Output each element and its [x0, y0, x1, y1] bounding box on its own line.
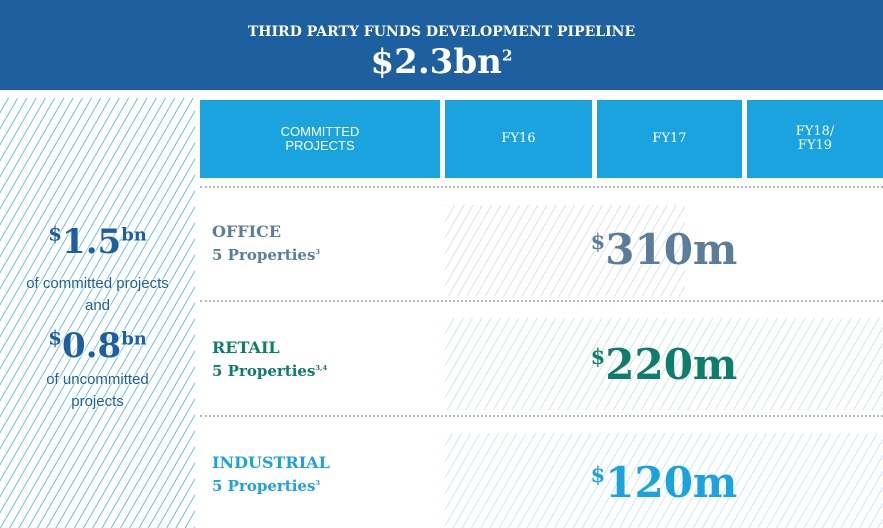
row-detail: 5 Properties3 [212, 477, 320, 495]
column-header: FY16 [445, 100, 592, 178]
column-label: FY17 [652, 131, 687, 146]
currency: $ [48, 221, 63, 246]
row-sector: INDUSTRIAL [212, 453, 330, 472]
row-detail: 5 Properties3,4 [212, 362, 327, 380]
header: THIRD PARTY FUNDS DEVELOPMENT PIPELINE $… [0, 0, 883, 90]
row-value: $310m [445, 225, 883, 274]
footnote: 2 [501, 46, 513, 65]
footnote: 3 [315, 248, 321, 256]
currency: $ [590, 229, 606, 254]
value: 310m [605, 225, 738, 274]
column-header: FY17 [597, 100, 742, 178]
row-detail: 5 Properties3 [212, 246, 320, 264]
retail-span [445, 318, 883, 410]
column-label: COMMITTED PROJECTS [280, 124, 360, 153]
column-label: FY18/ FY19 [795, 124, 835, 153]
detail-text: 5 Properties [212, 477, 316, 495]
divider [200, 415, 883, 417]
total: $2.3bn [370, 42, 502, 82]
industrial-span [445, 433, 883, 528]
summary-caption: of committed projects [26, 275, 169, 292]
currency: $ [590, 462, 606, 487]
header-total: $2.3bn2 [0, 42, 883, 82]
header-title: THIRD PARTY FUNDS DEVELOPMENT PIPELINE [247, 24, 636, 40]
summary-hatch [0, 98, 195, 528]
office-span [445, 205, 685, 297]
row-sector: RETAIL [212, 338, 280, 357]
column-label: FY16 [501, 131, 536, 146]
row-value: $120m [445, 458, 883, 507]
footnote: 3 [315, 479, 321, 487]
footnote: 3,4 [315, 364, 328, 372]
amount: 1.5 [62, 222, 122, 262]
column-header: COMMITTED PROJECTS [200, 100, 440, 178]
currency: $ [48, 325, 63, 350]
divider [200, 300, 883, 302]
unit: bn [121, 224, 147, 246]
summary-caption: of uncommitted projects [46, 371, 149, 410]
divider [200, 186, 883, 188]
row-value: $220m [445, 340, 883, 389]
value: 220m [605, 340, 738, 389]
row-sector: OFFICE [212, 222, 282, 241]
amount: 0.8 [62, 326, 122, 366]
summary-connector: and [84, 297, 111, 314]
detail-text: 5 Properties [212, 362, 316, 380]
value: 120m [605, 458, 738, 507]
detail-text: 5 Properties [212, 246, 316, 264]
column-header: FY18/ FY19 [747, 100, 883, 178]
unit: bn [121, 328, 147, 350]
summary-amount: $0.8bn [0, 326, 195, 366]
currency: $ [590, 344, 606, 369]
summary-amount: $1.5bn [0, 222, 195, 262]
